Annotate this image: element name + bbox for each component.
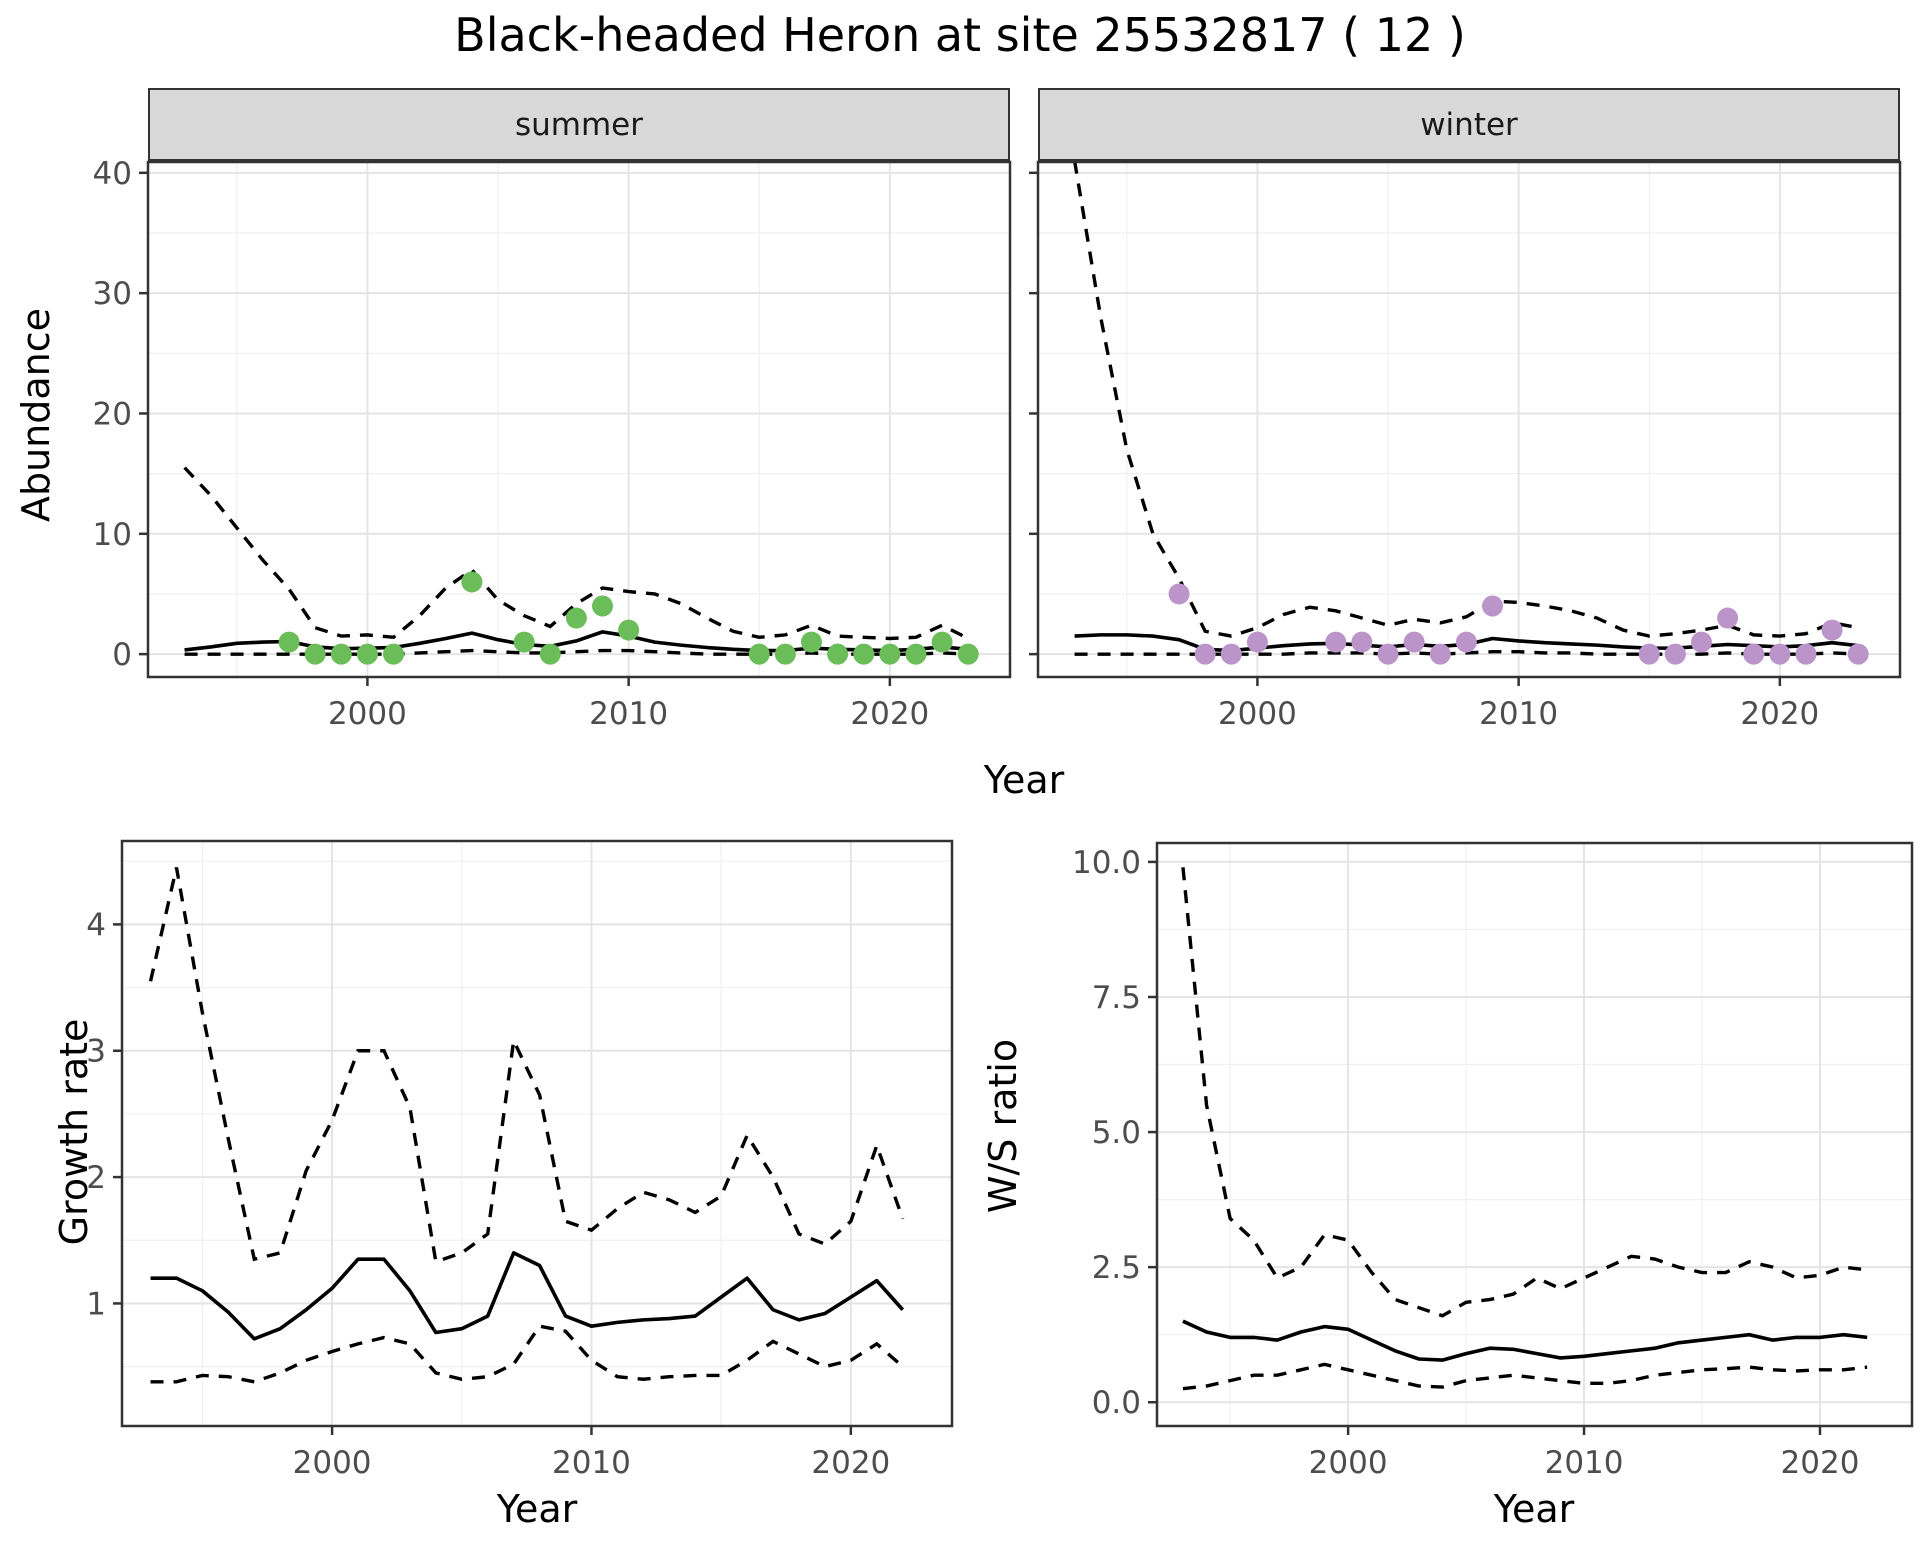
data-point: [1325, 631, 1347, 653]
data-point: [1769, 643, 1791, 665]
ci-line-upper_ci: [148, 867, 905, 1264]
x-tick-label: 2020: [1781, 1445, 1860, 1481]
panel-background: [122, 841, 952, 1426]
x-tick-label: 2000: [1309, 1445, 1388, 1481]
data-point: [1403, 631, 1425, 653]
y-tick-label: 5.0: [1092, 1115, 1141, 1151]
data-point: [1429, 643, 1451, 665]
data-point: [1690, 631, 1712, 653]
data-point: [278, 631, 300, 653]
data-point: [1743, 643, 1765, 665]
x-tick-label: 2000: [293, 1445, 372, 1481]
x-tick-label: 2010: [552, 1445, 631, 1481]
data-point: [513, 631, 535, 653]
ci-line-lower_ci: [150, 1324, 904, 1384]
data-point: [774, 643, 796, 665]
x-tick-label: 2000: [1218, 696, 1297, 732]
y-tick-label: 40: [93, 156, 132, 192]
ci-line-upper_ci: [1073, 162, 1859, 638]
abundance-axis-label: Abundance: [14, 307, 58, 523]
x-tick-label: 2000: [328, 696, 407, 732]
data-point: [1821, 619, 1843, 641]
fit-line-median_ratio: [1182, 1319, 1868, 1362]
data-point: [879, 643, 901, 665]
x-tick-label: 2020: [850, 696, 929, 732]
data-point: [957, 643, 979, 665]
data-point: [853, 643, 875, 665]
x-tick-label: 2010: [1545, 1445, 1624, 1481]
y-tick-label: 4: [86, 907, 106, 943]
data-point: [931, 631, 953, 653]
data-point: [592, 595, 614, 617]
y-tick-label: 2: [86, 1160, 106, 1196]
data-point: [1482, 595, 1504, 617]
panel-border: [120, 839, 954, 1428]
data-point: [304, 643, 326, 665]
y-tick-label: 2.5: [1092, 1250, 1141, 1286]
x-tick-label: 2020: [1740, 696, 1819, 732]
data-point: [461, 571, 483, 593]
data-point: [1246, 631, 1268, 653]
top-year-axis-label: Year: [983, 758, 1065, 802]
x-tick-label: 2010: [1479, 696, 1558, 732]
data-point: [383, 643, 405, 665]
y-tick-label: 1: [86, 1286, 106, 1322]
data-point: [827, 643, 849, 665]
y-tick-label: 3: [86, 1034, 106, 1070]
x-tick-label: 2020: [811, 1445, 890, 1481]
panel-series-group: [1073, 162, 1869, 665]
y-tick-label: 7.5: [1092, 980, 1141, 1016]
growth-year-axis-label: Year: [496, 1487, 578, 1531]
data-point: [356, 643, 378, 665]
panel-series-group: [148, 867, 905, 1384]
panel-background: [1038, 162, 1900, 677]
plot-title: Black-headed Heron at site 25532817 ( 12…: [454, 8, 1466, 62]
y-tick-label: 10.0: [1072, 845, 1141, 881]
panel-background: [148, 162, 1010, 677]
data-point: [748, 643, 770, 665]
facet-strip-summer: summer: [148, 88, 1010, 162]
data-point: [1795, 643, 1817, 665]
panel-series-group: [183, 466, 979, 665]
data-point: [330, 643, 352, 665]
facet-strip-winter-label: winter: [1420, 106, 1518, 143]
panel-border: [1155, 841, 1914, 1428]
data-point: [565, 607, 587, 629]
ci-line-lower_ci: [1074, 650, 1859, 656]
data-point: [1220, 643, 1242, 665]
data-point: [1717, 607, 1739, 629]
data-point: [618, 619, 640, 641]
data-point: [1194, 643, 1216, 665]
data-point: [539, 643, 561, 665]
ws-year-axis-label: Year: [1493, 1487, 1575, 1531]
y-tick-label: 0.0: [1092, 1385, 1141, 1421]
panel-border: [146, 160, 1012, 679]
y-tick-label: 30: [93, 276, 132, 312]
facet-strip-summer-label: summer: [514, 106, 643, 143]
ci-line-upper_ci: [1181, 867, 1868, 1318]
fit-line-median_growth: [150, 1251, 905, 1341]
panel-series-group: [1181, 867, 1868, 1391]
panel-background: [1157, 843, 1912, 1426]
data-point: [1351, 631, 1373, 653]
data-point: [1168, 583, 1190, 605]
data-point: [1377, 643, 1399, 665]
data-point: [800, 631, 822, 653]
data-point: [1847, 643, 1869, 665]
data-point: [1638, 643, 1660, 665]
y-tick-label: 0: [112, 637, 132, 673]
ws-ratio-axis-label: W/S ratio: [981, 1038, 1025, 1214]
data-point: [905, 643, 927, 665]
facet-strip-winter: winter: [1038, 88, 1900, 162]
panel-border: [1036, 160, 1902, 679]
x-tick-label: 2010: [589, 696, 668, 732]
ci-line-lower_ci: [1182, 1362, 1868, 1391]
data-point: [1455, 631, 1477, 653]
growth-rate-axis-label: Growth rate: [52, 1018, 96, 1246]
data-point: [1664, 643, 1686, 665]
y-tick-label: 10: [93, 517, 132, 553]
y-tick-label: 20: [93, 396, 132, 432]
